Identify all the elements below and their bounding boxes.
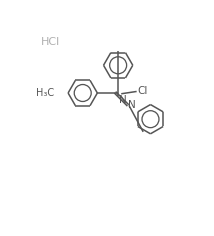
Text: N: N [119,95,127,105]
Text: N: N [128,100,136,110]
Text: H₃C: H₃C [36,88,54,98]
Text: Cl: Cl [137,86,148,97]
Text: HCl: HCl [40,37,60,47]
